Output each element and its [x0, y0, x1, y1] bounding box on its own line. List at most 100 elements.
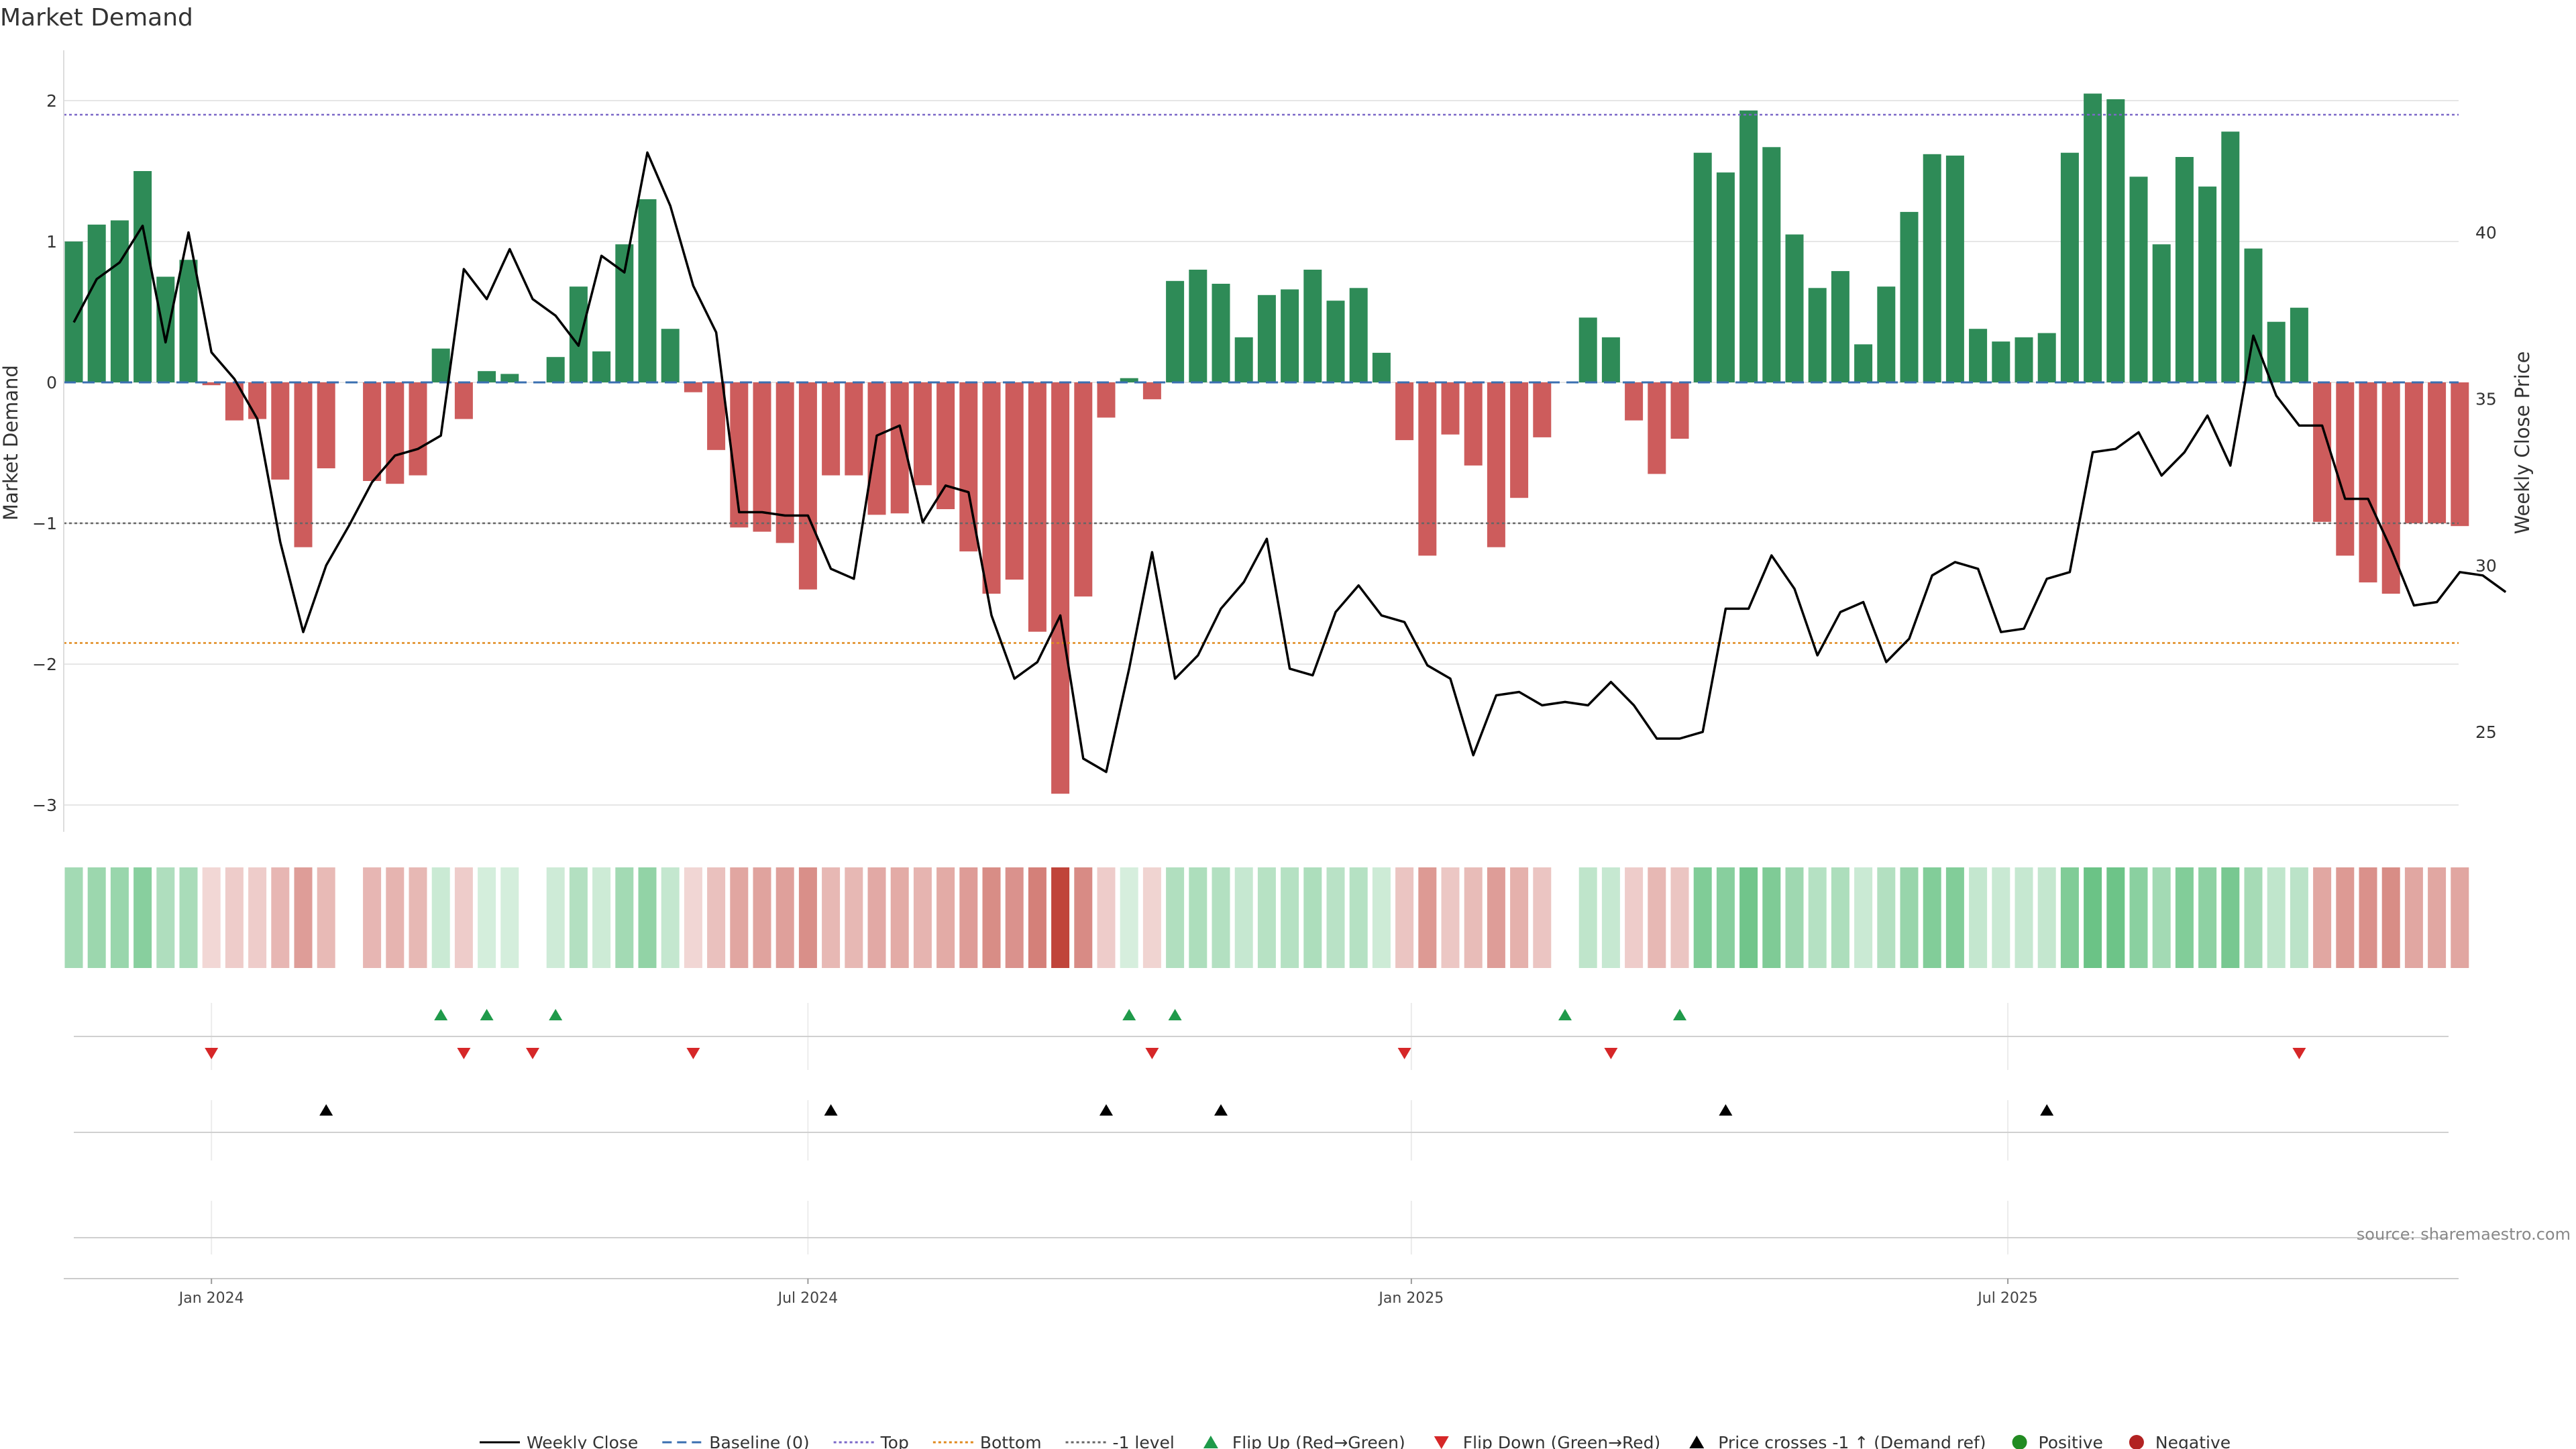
- strip-cell: [638, 867, 657, 968]
- demand-bar: [1877, 286, 1896, 382]
- demand-bar: [822, 382, 841, 476]
- strip-cell: [2267, 867, 2286, 968]
- x-tick-label: Jan 2025: [1377, 1290, 1444, 1307]
- flip-down-marker: [1145, 1048, 1159, 1059]
- y-tick-label: 2: [46, 91, 57, 111]
- strip-cell: [2129, 867, 2148, 968]
- x-tick-label: Jul 2024: [777, 1290, 839, 1307]
- demand-bar: [2451, 382, 2469, 527]
- x-tick-label: Jan 2024: [178, 1290, 244, 1307]
- y2-tick-label: 40: [2475, 223, 2497, 243]
- strip-cell: [2428, 867, 2447, 968]
- demand-bar: [1785, 234, 1804, 382]
- legend-label: Flip Down (Green→Red): [1463, 1433, 1661, 1449]
- demand-bar: [1693, 152, 1712, 382]
- demand-bar: [294, 382, 313, 547]
- demand-bar: [684, 382, 702, 392]
- flip-up-marker: [480, 1009, 494, 1020]
- strip-cell: [179, 867, 198, 968]
- strip-cell: [1578, 867, 1597, 968]
- demand-bar: [1189, 270, 1208, 382]
- strip-cell: [363, 867, 382, 968]
- demand-bar: [1051, 382, 1070, 794]
- demand-bar: [2313, 382, 2332, 522]
- strip-cell: [2060, 867, 2079, 968]
- strip-cell: [845, 867, 863, 968]
- strip-cell: [1716, 867, 1735, 968]
- demand-bar: [1441, 382, 1460, 435]
- demand-bar: [1487, 382, 1505, 547]
- demand-bar: [1349, 288, 1368, 382]
- strip-cell: [1051, 867, 1070, 968]
- demand-bar: [1005, 382, 1024, 580]
- demand-bar: [1464, 382, 1483, 466]
- demand-bar: [202, 382, 221, 386]
- strip-cell: [1854, 867, 1873, 968]
- demand-bar: [454, 382, 473, 419]
- strip-cell: [2152, 867, 2171, 968]
- strip-cell: [87, 867, 106, 968]
- strip-cell: [1028, 867, 1046, 968]
- demand-bar: [179, 260, 198, 382]
- x-tick-label: Jul 2025: [1976, 1290, 2038, 1307]
- strip-cell: [1625, 867, 1644, 968]
- strip-cell: [202, 867, 221, 968]
- demand-bar: [1281, 289, 1299, 382]
- demand-bar: [707, 382, 726, 450]
- strip-cell: [1074, 867, 1093, 968]
- strip-cell: [1923, 867, 1941, 968]
- strip-cell: [684, 867, 702, 968]
- demand-bar: [1648, 382, 1666, 474]
- strip-cell: [1303, 867, 1322, 968]
- demand-bar: [1142, 382, 1161, 400]
- flip-up-marker: [1122, 1009, 1136, 1020]
- strip-cell: [1693, 867, 1712, 968]
- strip-cell: [1349, 867, 1368, 968]
- demand-bar: [1166, 280, 1185, 382]
- demand-bar: [1510, 382, 1529, 498]
- strip-cell: [1670, 867, 1689, 968]
- flip-up-marker: [549, 1009, 563, 1020]
- demand-intensity-strip: [64, 867, 2469, 968]
- strip-cell: [317, 867, 335, 968]
- demand-bar: [2359, 382, 2377, 583]
- strip-cell: [592, 867, 611, 968]
- flip-down-marker: [205, 1048, 219, 1059]
- strip-cell: [2336, 867, 2355, 968]
- legend-swatch: [2012, 1435, 2027, 1449]
- empty-signal-panel: [74, 1201, 2449, 1254]
- strip-cell: [1992, 867, 2010, 968]
- demand-bar: [1739, 110, 1758, 382]
- strip-cell: [1945, 867, 1964, 968]
- legend-label: Flip Up (Red→Green): [1232, 1433, 1405, 1449]
- legend-item: Price crosses -1 ↑ (Demand ref): [1689, 1433, 1986, 1449]
- price-cross-marker: [1099, 1104, 1113, 1116]
- demand-bar: [638, 199, 657, 382]
- demand-bar: [1900, 211, 1919, 382]
- strip-cell: [1510, 867, 1529, 968]
- demand-bar: [2060, 152, 2079, 382]
- legend-swatch: [2129, 1435, 2144, 1449]
- demand-bar: [913, 382, 932, 486]
- flip-down-marker: [1397, 1048, 1411, 1059]
- strip-cell: [1785, 867, 1804, 968]
- demand-bar: [1625, 382, 1644, 421]
- demand-bar: [1762, 147, 1781, 383]
- demand-bar: [1326, 301, 1345, 382]
- demand-bar: [133, 171, 152, 382]
- strip-cell: [1487, 867, 1505, 968]
- strip-cell: [1281, 867, 1299, 968]
- strip-cell: [730, 867, 749, 968]
- strip-cell: [936, 867, 955, 968]
- strip-cell: [1120, 867, 1138, 968]
- strip-cell: [478, 867, 496, 968]
- demand-bar: [845, 382, 863, 476]
- strip-cell: [386, 867, 405, 968]
- strip-cell: [1395, 867, 1414, 968]
- strip-cell: [798, 867, 817, 968]
- flip-down-marker: [2292, 1048, 2306, 1059]
- y2-tick-label: 30: [2475, 556, 2497, 576]
- demand-bars: [64, 93, 2469, 794]
- strip-cell: [1257, 867, 1276, 968]
- strip-cell: [546, 867, 565, 968]
